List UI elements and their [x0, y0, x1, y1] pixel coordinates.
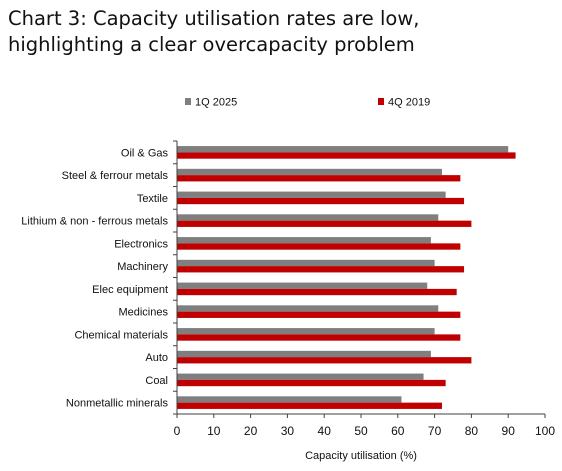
bar-4q-2019 — [177, 152, 516, 159]
x-tick-label: 20 — [244, 424, 258, 438]
chart-title: Chart 3: Capacity utilisation rates are … — [8, 6, 556, 58]
bar-4q-2019 — [177, 311, 461, 318]
bar-4q-2019 — [177, 402, 442, 409]
legend-swatch — [185, 98, 191, 105]
category-label: Oil & Gas — [121, 147, 169, 159]
bar-1q-2025 — [177, 214, 439, 221]
legend-swatch — [378, 98, 384, 105]
bar-4q-2019 — [177, 175, 461, 182]
legend-label: 1Q 2025 — [195, 97, 237, 109]
chart-title-line-1: Chart 3: Capacity utilisation rates are … — [8, 7, 420, 30]
category-label: Auto — [145, 352, 168, 364]
bar-1q-2025 — [177, 191, 446, 198]
bar-1q-2025 — [177, 305, 439, 312]
category-label: Electronics — [114, 238, 168, 250]
bar-4q-2019 — [177, 334, 461, 341]
legend-label: 4Q 2019 — [388, 97, 430, 109]
category-label: Machinery — [117, 261, 168, 273]
category-label: Elec equipment — [92, 284, 168, 296]
category-label: Medicines — [118, 307, 168, 319]
bar-1q-2025 — [177, 168, 442, 176]
bar-1q-2025 — [177, 282, 428, 289]
bar-4q-2019 — [177, 266, 465, 273]
category-label: Lithium & non - ferrous metals — [21, 216, 168, 228]
x-axis-label: Capacity utilisation (%) — [305, 450, 417, 462]
bar-4q-2019 — [177, 357, 472, 364]
axes: Oil & Gas Steel & ferrour metals Textile Li… — [21, 140, 555, 438]
bar-1q-2025 — [177, 146, 509, 153]
bars — [177, 146, 516, 409]
bar-4q-2019 — [177, 379, 446, 387]
x-tick-label: 90 — [502, 424, 516, 438]
bar-1q-2025 — [177, 328, 435, 335]
category-label: Textile — [137, 193, 168, 205]
x-tick-label: 50 — [354, 424, 368, 438]
bar-4q-2019 — [177, 288, 457, 296]
bar-4q-2019 — [177, 243, 461, 250]
x-tick-label: 30 — [281, 424, 295, 438]
legend: 1Q 2025 4Q 2019 — [185, 97, 430, 109]
x-tick-label: 40 — [318, 424, 332, 438]
bar-1q-2025 — [177, 373, 424, 380]
x-tick-label: 0 — [174, 424, 181, 438]
bar-4q-2019 — [177, 197, 465, 205]
category-label: Nonmetallic minerals — [66, 398, 169, 410]
bar-1q-2025 — [177, 396, 402, 403]
category-label: Steel & ferrour metals — [62, 170, 169, 182]
chart-title-line-2: highlighting a clear overcapacity proble… — [8, 33, 415, 56]
x-tick-label: 60 — [391, 424, 405, 438]
x-tick-label: 70 — [428, 424, 442, 438]
x-tick-label: 100 — [535, 424, 555, 438]
x-tick-label: 10 — [207, 424, 221, 438]
category-label: Chemical materials — [74, 329, 168, 341]
bar-1q-2025 — [177, 259, 435, 267]
x-tick-label: 80 — [465, 424, 479, 438]
category-label: Coal — [145, 375, 168, 387]
bar-4q-2019 — [177, 220, 472, 227]
bar-1q-2025 — [177, 237, 431, 244]
bar-1q-2025 — [177, 350, 431, 358]
